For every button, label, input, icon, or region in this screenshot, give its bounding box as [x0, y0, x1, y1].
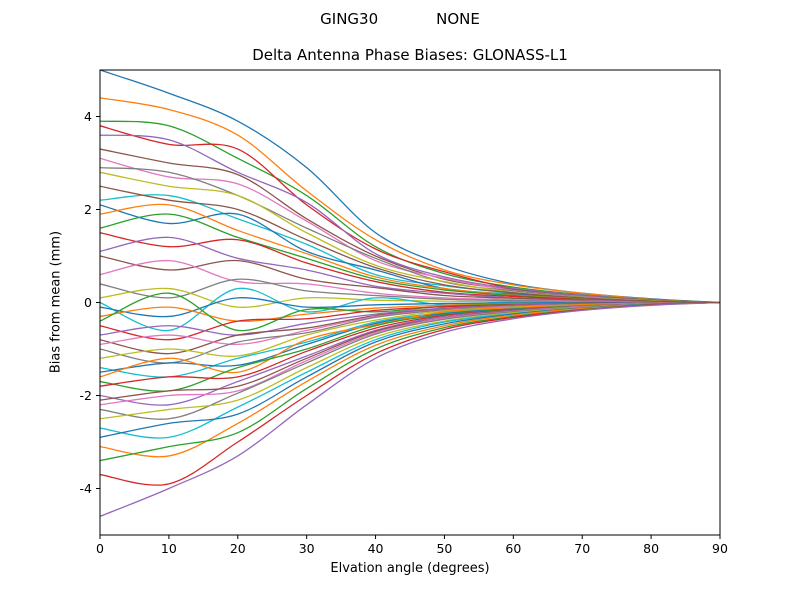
- series-line: [100, 185, 720, 304]
- series-line: [100, 301, 720, 420]
- series-line: [100, 301, 720, 518]
- x-tick-label: 40: [368, 541, 384, 556]
- y-tick-label: 4: [84, 109, 92, 124]
- x-tick-label: 50: [436, 541, 452, 556]
- x-tick-label: 80: [643, 541, 659, 556]
- x-tick-label: 90: [712, 541, 728, 556]
- series-line: [100, 297, 720, 318]
- series-line: [100, 97, 720, 304]
- header-run-id: GING30: [320, 10, 379, 28]
- x-tick-label: 10: [161, 541, 177, 556]
- series-group: [100, 70, 720, 518]
- y-tick-label: -4: [80, 481, 93, 496]
- y-tick-label: -2: [80, 388, 92, 403]
- series-line: [100, 171, 720, 304]
- series-line: [100, 125, 720, 304]
- x-tick-label: 20: [230, 541, 246, 556]
- series-line: [100, 301, 720, 420]
- series-line: [100, 167, 720, 304]
- plot-header: GING30 NONE: [0, 10, 800, 28]
- x-tick-label: 60: [505, 541, 521, 556]
- series-line: [100, 301, 720, 462]
- y-tick-label: 2: [84, 202, 92, 217]
- axes-title: Delta Antenna Phase Biases: GLONASS-L1: [252, 46, 568, 64]
- series-line: [100, 301, 720, 378]
- header-mode: NONE: [436, 10, 480, 28]
- y-tick-label: 0: [84, 295, 92, 310]
- x-tick-label: 30: [299, 541, 315, 556]
- x-tick-label: 70: [574, 541, 590, 556]
- series-line: [100, 213, 720, 304]
- x-tick-label: 0: [96, 541, 104, 556]
- x-axis-label: Elvation angle (degrees): [330, 561, 490, 576]
